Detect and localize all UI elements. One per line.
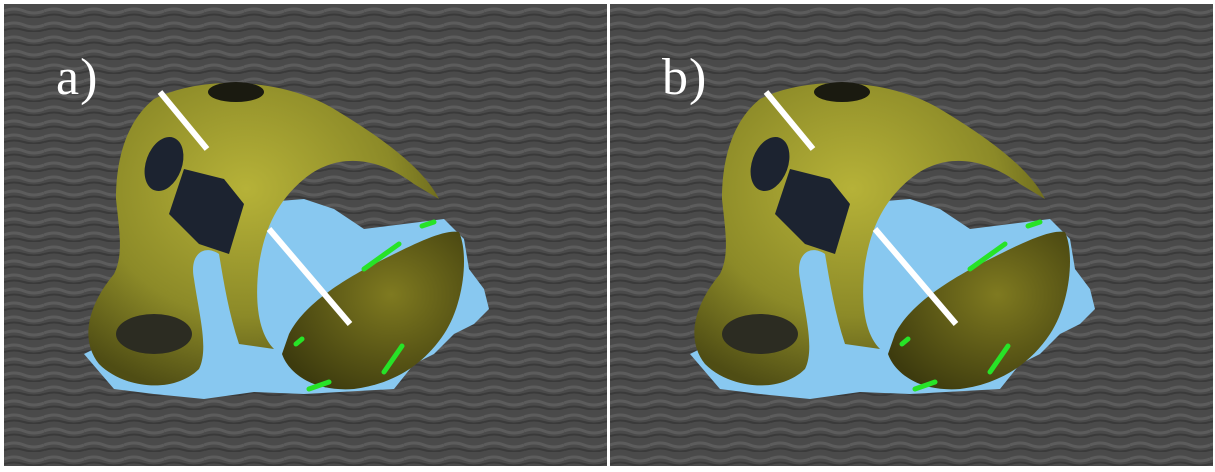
panel-a: a) [4,4,607,466]
yellow-object-bowl [282,231,464,390]
panel-a-render [4,4,607,466]
panel-b-render [610,4,1213,466]
dark-patch-2 [169,169,244,254]
dark-patch-1 [144,136,184,192]
panel-label-a: a) [56,49,99,106]
green-edge-marks [899,219,1043,392]
panel-label-b: b) [662,49,708,106]
inner-ring [116,314,192,354]
green-edge-marks [293,219,437,392]
panel-b: b) [610,4,1213,466]
yellow-object-bowl [888,231,1070,390]
white-marker-lines [763,90,959,326]
dark-patch-3 [814,82,870,102]
white-marker-lines [157,90,353,326]
dark-patch-1 [750,136,790,192]
inner-ring [722,314,798,354]
dark-patch-2 [775,169,850,254]
dark-patch-3 [208,82,264,102]
